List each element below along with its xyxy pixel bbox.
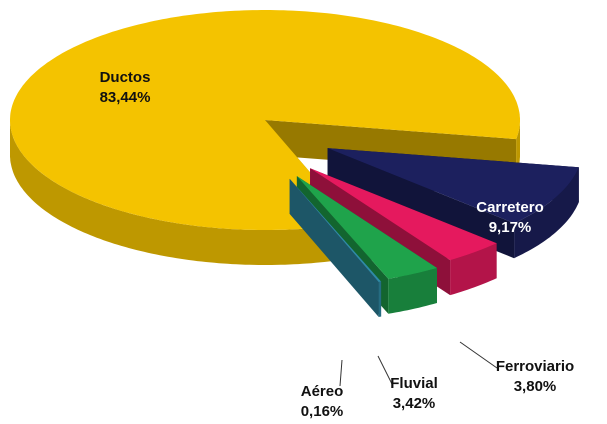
slice-label: Ductos <box>100 69 151 86</box>
slice-side <box>514 167 579 259</box>
slice-label: Fluvial <box>390 375 438 392</box>
slice-side <box>327 148 515 259</box>
slice <box>310 168 497 261</box>
slice-label: Carretero <box>476 199 544 216</box>
leader-line <box>377 355 393 385</box>
value-label: 3,80% <box>514 378 557 395</box>
slice <box>10 10 520 230</box>
value-label: 0,16% <box>301 403 344 420</box>
slice-side <box>450 243 497 296</box>
slice-side <box>289 178 379 317</box>
value-label: 3,42% <box>393 395 436 412</box>
slice <box>327 148 579 224</box>
slice-side <box>378 281 382 317</box>
slice-side <box>516 120 520 175</box>
slice-label: Ferroviario <box>496 358 574 375</box>
leader-line <box>339 359 343 387</box>
slice <box>296 176 437 279</box>
value-label: 9,17% <box>489 219 532 236</box>
slice-side <box>10 120 354 265</box>
slice <box>289 178 382 282</box>
slice-label: Aéreo <box>301 383 344 400</box>
value-label: 83,44% <box>100 89 151 106</box>
slice-side <box>388 268 437 314</box>
leader-line <box>459 341 498 369</box>
